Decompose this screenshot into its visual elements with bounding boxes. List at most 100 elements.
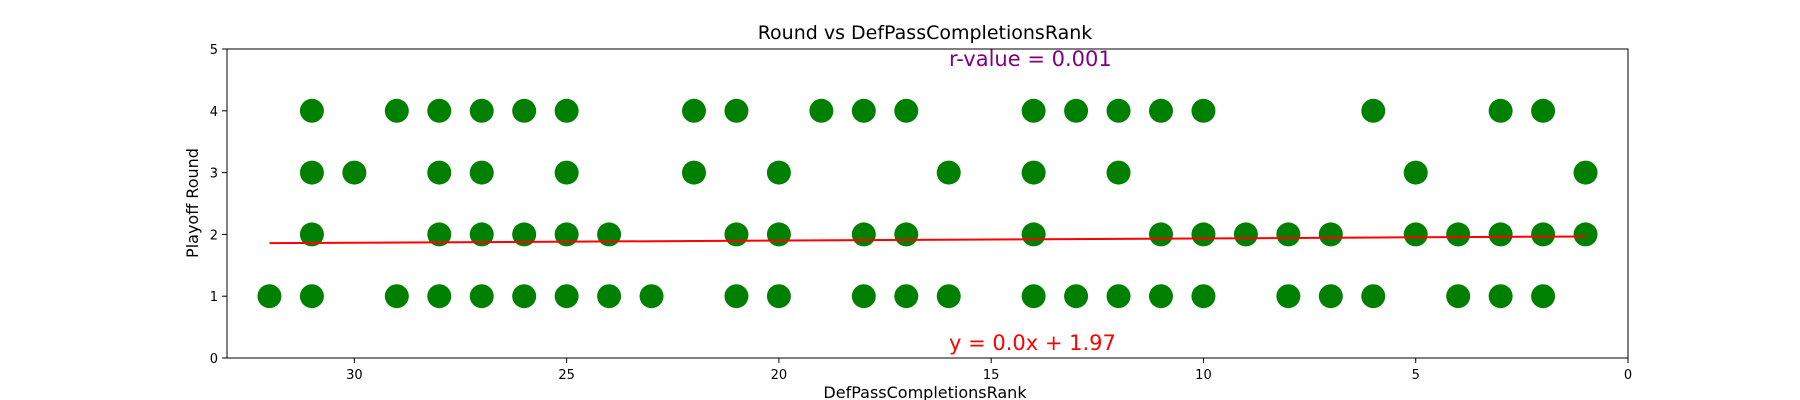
x-tick-label: 30 xyxy=(346,368,363,383)
data-point xyxy=(1021,160,1046,185)
data-point xyxy=(1191,222,1216,247)
x-tick-label: 15 xyxy=(983,368,1000,383)
data-point xyxy=(299,160,324,185)
x-tick-label: 10 xyxy=(1195,368,1212,383)
y-tick-label: 0 xyxy=(210,352,218,367)
data-point xyxy=(1106,284,1131,309)
data-point xyxy=(1276,284,1301,309)
data-point xyxy=(851,284,876,309)
data-point xyxy=(469,160,494,185)
data-point xyxy=(1361,98,1386,123)
r-value-annotation: r-value = 0.001 xyxy=(949,47,1112,71)
data-point xyxy=(469,98,494,123)
data-point xyxy=(724,222,749,247)
data-point xyxy=(299,222,324,247)
data-point xyxy=(427,160,452,185)
data-point xyxy=(1531,284,1556,309)
points-layer xyxy=(257,98,1598,309)
data-point xyxy=(1488,98,1513,123)
data-point xyxy=(682,160,706,185)
x-tick-label: 25 xyxy=(558,368,575,383)
x-axis: 30 25 20 15 10 5 0 xyxy=(346,358,1632,383)
data-point xyxy=(1403,160,1428,185)
data-point xyxy=(427,98,452,123)
data-point xyxy=(766,160,791,185)
data-point xyxy=(427,284,452,309)
chart-title: Round vs DefPassCompletionsRank xyxy=(758,22,1093,44)
data-point xyxy=(554,284,579,309)
data-point xyxy=(299,284,324,309)
y-axis-title: Playoff Round xyxy=(183,148,202,258)
data-point xyxy=(1064,284,1089,309)
data-point xyxy=(894,284,919,309)
data-point xyxy=(597,284,622,309)
data-point xyxy=(299,98,324,123)
plot-frame xyxy=(226,48,1629,359)
data-point xyxy=(384,98,409,123)
data-point xyxy=(809,98,834,123)
data-point xyxy=(512,284,537,309)
regression-equation-annotation: y = 0.0x + 1.97 xyxy=(949,331,1116,355)
data-point xyxy=(257,284,282,309)
data-point xyxy=(1488,284,1513,309)
data-point xyxy=(851,98,876,123)
y-tick-label: 5 xyxy=(210,43,218,58)
y-tick-label: 1 xyxy=(210,290,218,305)
data-point xyxy=(936,284,961,309)
data-point xyxy=(894,222,919,247)
data-point xyxy=(384,284,409,309)
x-tick-label: 0 xyxy=(1624,368,1632,383)
data-point xyxy=(1531,222,1556,247)
data-point xyxy=(1191,284,1216,309)
data-point xyxy=(1233,222,1258,247)
data-point xyxy=(1488,222,1513,247)
data-point xyxy=(1021,222,1046,247)
data-point xyxy=(469,222,494,247)
data-point xyxy=(1531,98,1556,123)
data-point xyxy=(1106,98,1131,123)
x-tick-label: 5 xyxy=(1412,368,1420,383)
data-point xyxy=(427,222,452,247)
data-point xyxy=(1021,284,1046,309)
data-point xyxy=(554,222,579,247)
data-point xyxy=(512,98,537,123)
data-point xyxy=(1106,160,1131,185)
data-point xyxy=(1403,222,1428,247)
data-point xyxy=(1573,222,1598,247)
data-point xyxy=(936,160,961,185)
data-point xyxy=(1149,222,1173,247)
data-point xyxy=(639,284,664,309)
x-axis-title: DefPassCompletionsRank xyxy=(823,383,1027,400)
data-point xyxy=(894,98,919,123)
data-point xyxy=(597,222,622,247)
data-point xyxy=(724,284,749,309)
x-tick-label: 20 xyxy=(771,368,788,383)
data-point xyxy=(1318,222,1343,247)
plot-area xyxy=(226,48,1629,359)
y-axis: 0 1 2 3 4 5 xyxy=(210,43,227,367)
data-point xyxy=(724,98,749,123)
data-point xyxy=(1276,222,1301,247)
data-point xyxy=(1149,284,1173,309)
data-point xyxy=(554,160,579,185)
data-point xyxy=(766,284,791,309)
data-point xyxy=(469,284,494,309)
data-point xyxy=(1446,222,1471,247)
data-point xyxy=(766,222,791,247)
data-point xyxy=(1064,98,1089,123)
regression-line xyxy=(269,235,1586,245)
data-point xyxy=(342,160,367,185)
data-point xyxy=(1021,98,1046,123)
y-tick-label: 4 xyxy=(210,105,218,120)
data-point xyxy=(1573,160,1598,185)
data-point xyxy=(851,222,876,247)
data-point xyxy=(1318,284,1343,309)
data-point xyxy=(512,222,537,247)
data-point xyxy=(554,98,579,123)
data-point xyxy=(1361,284,1386,309)
y-tick-label: 2 xyxy=(210,228,218,243)
data-point xyxy=(1191,98,1216,123)
data-point xyxy=(682,98,706,123)
data-point xyxy=(1446,284,1471,309)
